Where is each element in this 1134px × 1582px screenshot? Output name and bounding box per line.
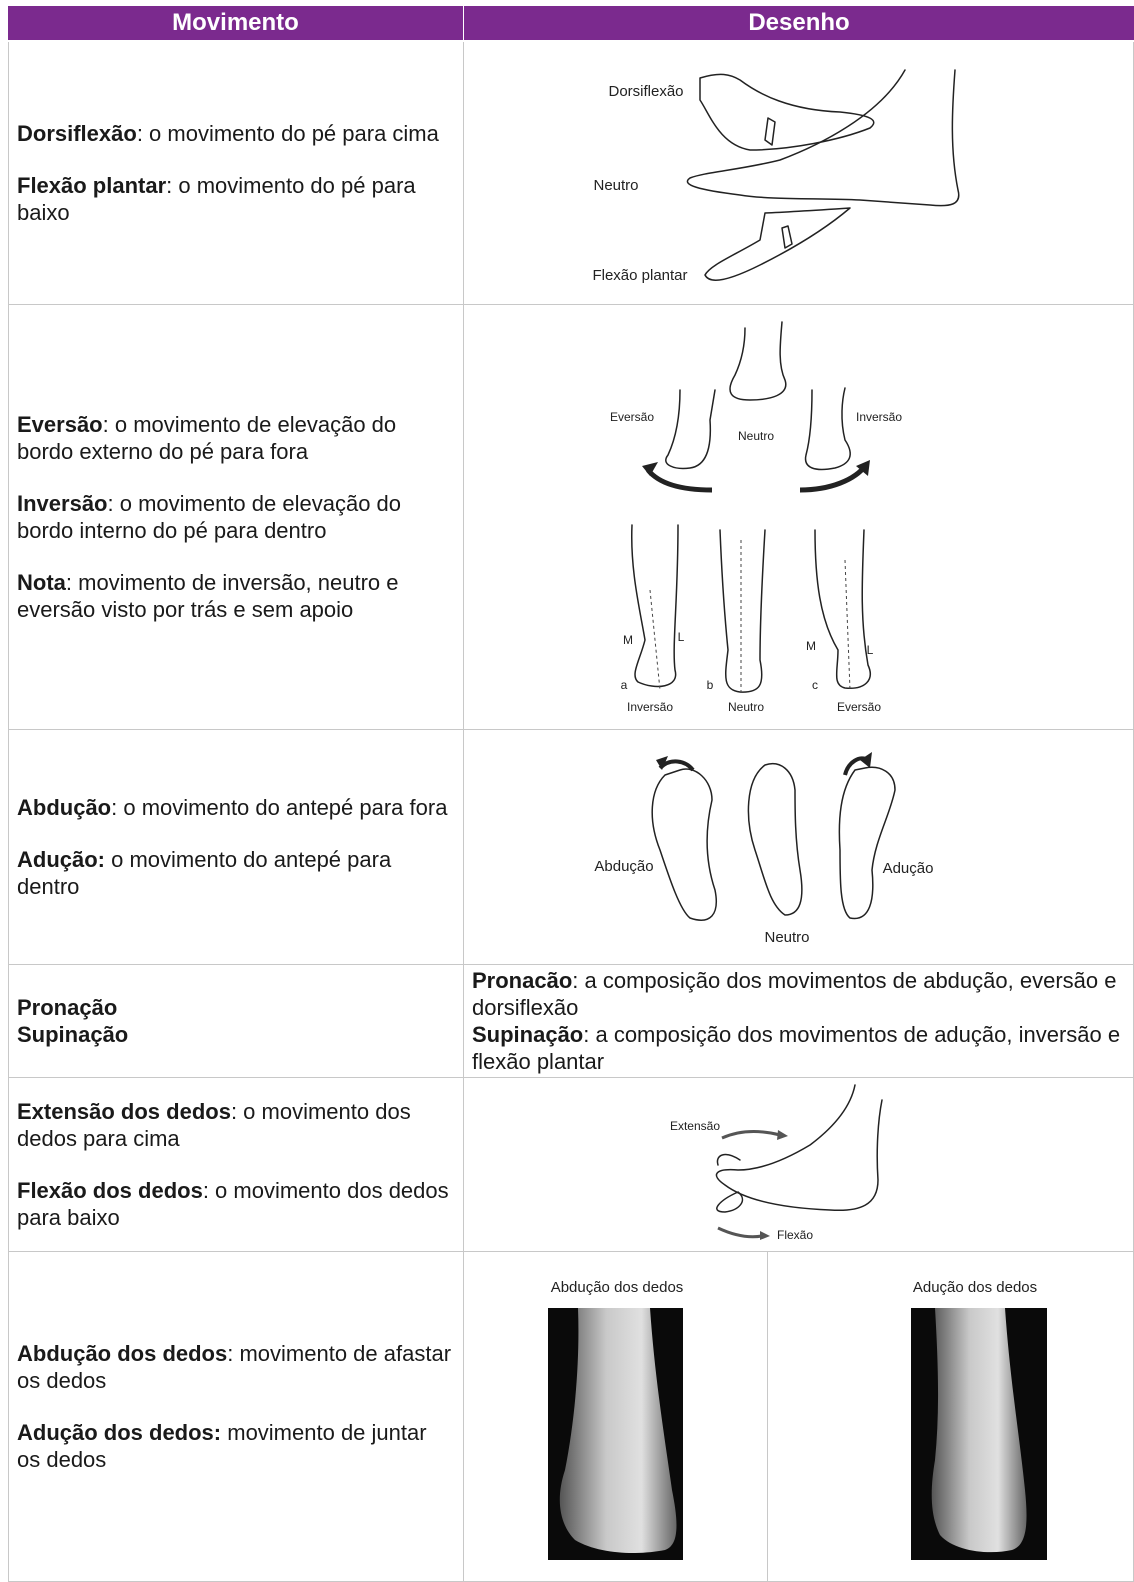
description: : a composição dos movimentos de abdução… bbox=[472, 968, 1117, 1020]
term: Dorsiflexão bbox=[17, 121, 137, 146]
movement-item: Flexão plantar: o movimento do pé para b… bbox=[17, 172, 455, 226]
header-cell: Desenho bbox=[464, 6, 1134, 42]
description: : a composição dos movimentos de adução,… bbox=[472, 1022, 1121, 1074]
drawing-label: c bbox=[812, 678, 818, 692]
movement-item: Inversão: o movimento de elevação do bor… bbox=[17, 490, 455, 544]
photo-toe-adduction bbox=[911, 1308, 1047, 1560]
foot-sole-sketch bbox=[651, 752, 896, 921]
drawing-label: Neutro bbox=[764, 929, 809, 946]
term: Extensão dos dedos bbox=[17, 1099, 231, 1124]
term: Supinação bbox=[17, 1022, 129, 1047]
description: : o movimento do pé para cima bbox=[136, 121, 439, 146]
term: Abdução dos dedos bbox=[17, 1341, 228, 1366]
drawing-label: Inversão bbox=[856, 410, 902, 424]
movement-item: Adução dos dedos: movimento de juntar os… bbox=[17, 1419, 455, 1473]
drawing-label: Eversão bbox=[837, 700, 881, 714]
movement-item: Adução: o movimento do antepé para dentr… bbox=[17, 846, 455, 900]
description: : o movimento dos dedos para cima bbox=[17, 1099, 411, 1151]
movement-cell: Dorsiflexão: o movimento do pé para cima… bbox=[8, 42, 464, 305]
drawing-label: Dorsiflexão bbox=[608, 83, 683, 100]
movement-cell: Extensão dos dedos: o movimento dos dedo… bbox=[8, 1078, 464, 1252]
drawing-label: Neutro bbox=[593, 177, 638, 194]
description: : o movimento do pé para baixo bbox=[17, 173, 416, 225]
description: : o movimento de elevação do bordo inter… bbox=[17, 491, 402, 543]
drawing-label: Neutro bbox=[738, 429, 774, 443]
movement-item: Abdução: o movimento do antepé para fora bbox=[17, 794, 455, 821]
drawing-label: M bbox=[806, 639, 816, 653]
description: movimento de juntar os dedos bbox=[17, 1420, 427, 1472]
description: : movimento de inversão, neutro e eversã… bbox=[17, 570, 399, 622]
description-item: Supinação: a composição dos movimentos d… bbox=[472, 1021, 1125, 1075]
drawing-label: Inversão bbox=[627, 700, 673, 714]
drawing-label: L bbox=[678, 630, 685, 644]
term: Flexão dos dedos bbox=[17, 1178, 203, 1203]
drawing-label: M bbox=[623, 633, 633, 647]
drawing-label: Abdução bbox=[594, 858, 653, 875]
header-cell: Movimento bbox=[8, 6, 464, 42]
description: o movimento do antepé para dentro bbox=[17, 847, 392, 899]
term: Pronacão bbox=[472, 968, 573, 993]
toe-motion-sketch bbox=[715, 1084, 883, 1240]
drawing-label: Adução bbox=[883, 860, 934, 877]
drawing-label: Neutro bbox=[728, 700, 764, 714]
movement-cell: Abdução: o movimento do antepé para fora… bbox=[8, 730, 464, 965]
description: : o movimento de elevação do bordo exter… bbox=[17, 412, 397, 464]
drawing-label: b bbox=[707, 678, 714, 692]
movement-item: Nota: movimento de inversão, neutro e ev… bbox=[17, 569, 455, 623]
movement-item: Extensão dos dedos: o movimento dos dedo… bbox=[17, 1098, 455, 1152]
term: Supinação bbox=[472, 1022, 584, 1047]
description: : movimento de afastar os dedos bbox=[17, 1341, 452, 1393]
term: Abdução bbox=[17, 795, 112, 820]
drawing-label: Flexão bbox=[777, 1228, 813, 1242]
movement-item: Eversão: o movimento de elevação do bord… bbox=[17, 411, 455, 465]
term: Flexão plantar bbox=[17, 173, 167, 198]
drawing-label: Abdução dos dedos bbox=[551, 1279, 684, 1296]
movement-cell: Eversão: o movimento de elevação do bord… bbox=[8, 305, 464, 730]
drawing-label: Flexão plantar bbox=[592, 267, 687, 284]
foot-side-sketch bbox=[686, 69, 960, 281]
drawing-label: Adução dos dedos bbox=[913, 1279, 1037, 1296]
drawing-label: Extensão bbox=[670, 1119, 720, 1133]
movement-item: Dorsiflexão: o movimento do pé para cima bbox=[17, 120, 455, 147]
term: Eversão bbox=[17, 412, 103, 437]
description: : o movimento do antepé para fora bbox=[111, 795, 448, 820]
drawing-label: Eversão bbox=[610, 410, 654, 424]
term: Inversão bbox=[17, 491, 108, 516]
movement-cell: Pronação Supinação bbox=[8, 965, 464, 1078]
photo-toe-abduction bbox=[548, 1308, 683, 1560]
term: Adução: bbox=[17, 847, 105, 872]
foot-inversion-sketch bbox=[630, 321, 871, 695]
movement-item: Abdução dos dedos: movimento de afastar … bbox=[17, 1340, 455, 1394]
term: Pronação bbox=[17, 995, 118, 1020]
movement-item: Flexão dos dedos: o movimento dos dedos … bbox=[17, 1177, 455, 1231]
description: : o movimento dos dedos para baixo bbox=[17, 1178, 449, 1230]
term: Adução dos dedos: bbox=[17, 1420, 222, 1445]
drawing-label: a bbox=[621, 678, 628, 692]
description-cell: Pronacão: a composição dos movimentos de… bbox=[464, 965, 1134, 1078]
movement-cell: Abdução dos dedos: movimento de afastar … bbox=[8, 1252, 464, 1582]
drawing-label: L bbox=[867, 643, 874, 657]
term: Nota bbox=[17, 570, 66, 595]
description-item: Pronacão: a composição dos movimentos de… bbox=[472, 967, 1125, 1021]
